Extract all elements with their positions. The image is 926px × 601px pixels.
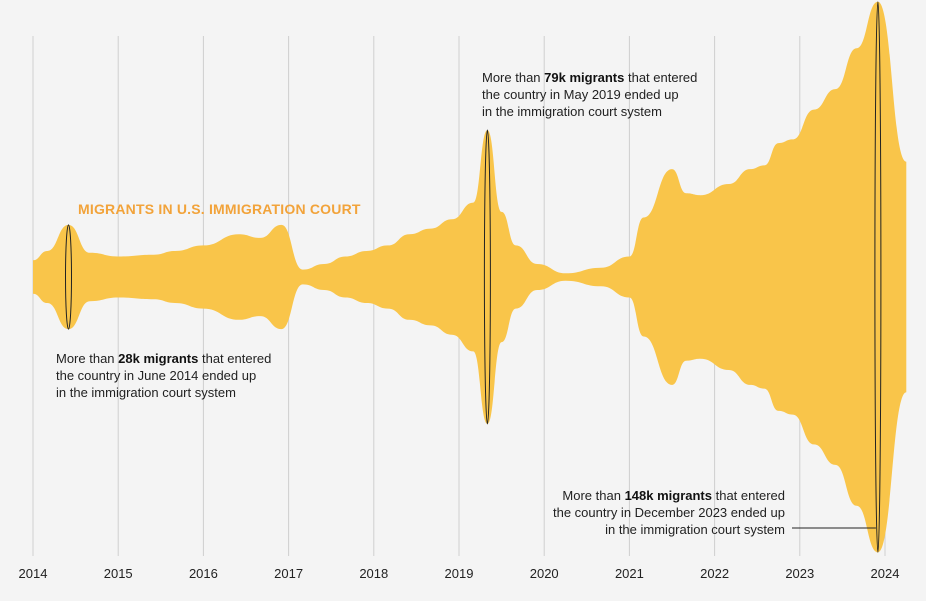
annotation-june-2014: More than 28k migrants that entered the … (56, 350, 316, 401)
annotation-may-2019: More than 79k migrants that entered the … (482, 69, 742, 120)
highlight-2019-05 (483, 129, 491, 425)
annotation-rest: that entered (712, 488, 785, 503)
highlight-outlines (65, 1, 882, 553)
annotation-prefix: More than (482, 70, 545, 85)
annotation-line3: in the immigration court system (482, 104, 662, 119)
annotation-bold-count: 28k migrants (118, 351, 199, 366)
highlight-2023-12 (874, 1, 882, 553)
annotation-rest: that entered (624, 70, 698, 85)
annotation-december-2023: More than 148k migrants that entered the… (535, 487, 785, 538)
annotation-line3: in the immigration court system (605, 522, 785, 537)
migrants-stream-area (33, 1, 907, 553)
x-axis-ticks: 2014 2015 2016 2017 2018 2019 2020 2021 2022 2023… (19, 566, 900, 581)
annotation-line2: the country in June 2014 ended up (56, 368, 257, 383)
tick-label-2022: 2022 (700, 566, 729, 581)
annotation-line2: the country in May 2019 ended up (482, 87, 679, 102)
annotation-line2: the country in December 2023 ended up (553, 505, 785, 520)
annotation-rest: that entered (198, 351, 272, 366)
highlight-2014-06 (65, 224, 72, 330)
annotation-bold-count: 79k migrants (544, 70, 625, 85)
annotation-bold-count: 148k migrants (624, 488, 712, 503)
tick-label-2015: 2015 (104, 566, 133, 581)
tick-label-2014: 2014 (19, 566, 48, 581)
tick-label-2020: 2020 (530, 566, 559, 581)
tick-label-2017: 2017 (274, 566, 303, 581)
annotation-line3: in the immigration court system (56, 385, 236, 400)
annotation-prefix: More than (56, 351, 119, 366)
annotation-prefix: More than (562, 488, 625, 503)
tick-label-2021: 2021 (615, 566, 644, 581)
tick-label-2024: 2024 (871, 566, 900, 581)
tick-label-2023: 2023 (785, 566, 814, 581)
tick-label-2018: 2018 (359, 566, 388, 581)
tick-label-2016: 2016 (189, 566, 218, 581)
series-label: MIGRANTS IN U.S. IMMIGRATION COURT (78, 201, 361, 217)
tick-label-2019: 2019 (445, 566, 474, 581)
